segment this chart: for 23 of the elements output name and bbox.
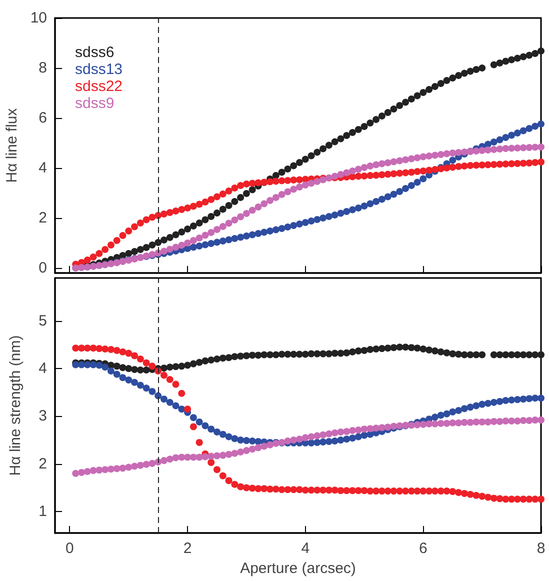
x-tick-label: 8	[536, 540, 546, 557]
x-tick-label: 0	[66, 540, 74, 557]
y-axis-title: Hα line strength (nm)	[7, 335, 24, 476]
text: sdss6	[75, 44, 114, 61]
y-tick-label: 5	[38, 312, 47, 330]
text: sdss22	[75, 78, 123, 95]
text: sdss13	[75, 61, 123, 78]
y-tick-label: 10	[30, 10, 47, 26]
y-tick-label: 6	[38, 110, 47, 126]
y-tick-label: 0	[38, 260, 47, 276]
y-tick-label: 3	[38, 408, 47, 425]
x-tick-label: 4	[301, 540, 310, 557]
text: sdss9	[75, 95, 114, 112]
y-tick-label: 2	[38, 455, 47, 472]
x-tick-label: 2	[183, 540, 192, 557]
y-axis-title: Hα line flux	[3, 108, 20, 183]
y-tick-label: 1	[38, 503, 47, 520]
y-tick-label: 2	[38, 210, 47, 226]
x-tick-label: 6	[419, 540, 428, 557]
y-tick-label: 4	[38, 360, 47, 378]
y-tick-label: 8	[38, 60, 47, 76]
x-axis-title: Aperture (arcsec)	[240, 560, 356, 577]
y-tick-label: 4	[38, 160, 47, 176]
